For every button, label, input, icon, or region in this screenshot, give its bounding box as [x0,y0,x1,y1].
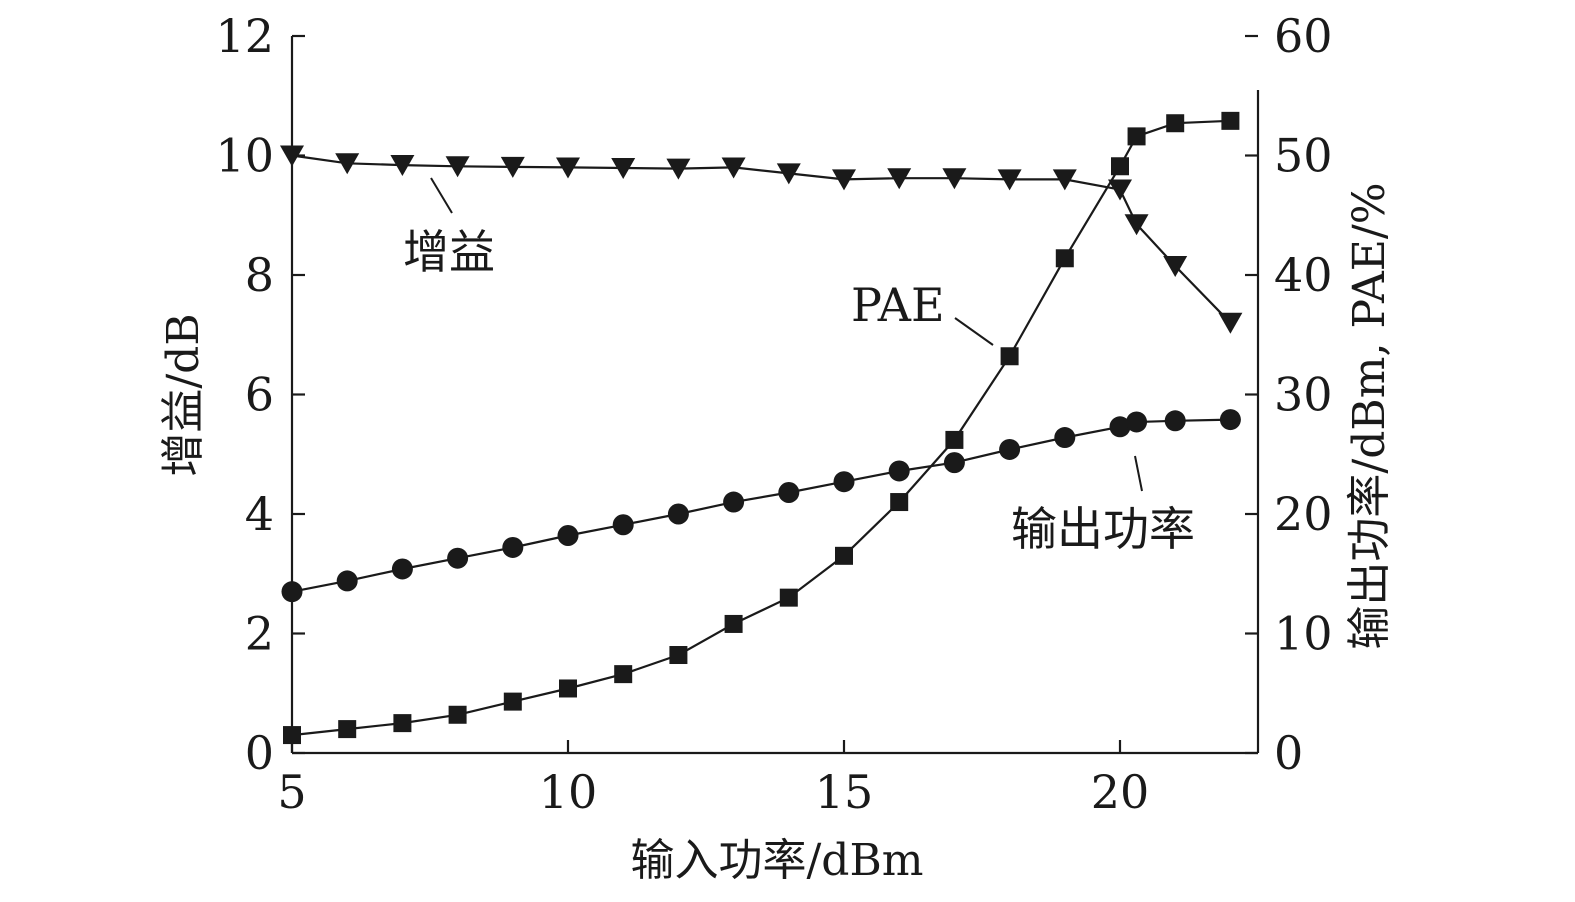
gain-point [1218,312,1243,334]
output-power-point [557,525,579,547]
pae-point [1166,114,1185,133]
gain-point [556,157,580,179]
pae-point [393,714,412,733]
left-y-tick-label: 2 [245,607,274,661]
left-y-tick-label: 12 [215,9,274,63]
pae-point [614,665,633,684]
pae-point [724,614,743,633]
right-y-tick-label: 40 [1274,248,1333,302]
gain-point [445,156,470,178]
output-power-point [447,547,469,569]
output-power-point [667,503,689,525]
pae-annotation: PAE [851,278,945,332]
output-power-point [1109,416,1131,438]
gain-point [1163,256,1188,278]
output-power-point [502,536,524,558]
gain-series [280,145,1243,334]
annotation-layer: 增益 PAE 输出功率 [403,177,1195,556]
output-power-point [999,438,1021,460]
right-y-tick-label: 10 [1274,607,1333,661]
x-axis-title: 输入功率/dBm [630,835,923,886]
pae-point [1127,127,1146,146]
pae-series [283,111,1240,745]
gain-point [1124,214,1149,236]
x-tick-label: 15 [815,765,874,819]
x-tick-label: 10 [539,765,598,819]
right-y-tick-label: 0 [1274,726,1303,780]
pae-point [890,493,909,512]
output-power-point [833,471,855,493]
output-power-annotation: 输出功率 [1011,502,1195,556]
x-tick-label: 5 [277,765,306,819]
pae-point [338,720,357,739]
output-power-point [1126,411,1148,433]
right-y-tick-label: 60 [1274,9,1333,63]
axes: 5 10 15 20 0 2 4 6 8 10 12 0 10 20 30 40 50 60 [215,9,1332,819]
pae-point [1111,157,1129,176]
left-axis-title: 增益/dB [158,313,209,476]
gain-point [887,168,912,190]
output-power-leader-line [1134,455,1143,492]
right-y-tick-label: 20 [1274,487,1333,541]
output-power-point [1164,410,1186,432]
gain-point [1052,169,1077,191]
pae-point [1000,347,1019,366]
right-axis-title: 输出功率/dBm, PAE/% [1344,182,1395,649]
gain-point [832,169,856,191]
gain-point [1108,179,1132,201]
pae-point [669,646,688,665]
gain-point [500,156,525,178]
gain-point [666,158,691,180]
left-y-tick-label: 6 [245,368,274,422]
pae-point [503,692,522,711]
pae-point [1055,249,1074,268]
pae-point [835,546,853,565]
output-power-point [1219,409,1241,431]
left-y-tick-label: 10 [215,129,274,183]
output-power-point [391,558,413,580]
pae-point [448,705,467,724]
left-y-tick-label: 0 [245,726,274,780]
pae-point [945,430,964,449]
gain-point [942,168,967,190]
x-tick-label: 20 [1091,765,1150,819]
output-power-point [1054,427,1076,449]
pae-point [779,588,798,607]
output-power-point [778,481,800,503]
output-power-point [943,452,965,474]
left-y-tick-label: 4 [245,487,274,541]
gain-point [997,169,1022,191]
output-power-point [888,460,910,482]
gain-point [390,155,415,177]
pae-leader-line [954,317,994,346]
gain-point [280,145,304,167]
gain-point [611,158,636,180]
pae-point [283,726,301,745]
left-y-tick-label: 8 [245,248,274,302]
right-y-tick-label: 50 [1274,129,1333,183]
series-layer [280,111,1243,745]
right-y-tick-label: 30 [1274,368,1333,422]
output-power-series [281,409,1241,603]
gain-annotation: 增益 [403,225,495,279]
output-power-point [612,514,634,536]
output-power-point [281,581,303,603]
gain-leader-line [430,177,453,214]
output-power-point [336,570,358,592]
pae-point [559,679,577,698]
gain-point [776,163,801,185]
output-power-point [723,491,745,513]
pae-point [1221,111,1240,130]
pae-line [291,119,1231,737]
gain-point [335,153,360,175]
gain-point [721,157,746,179]
